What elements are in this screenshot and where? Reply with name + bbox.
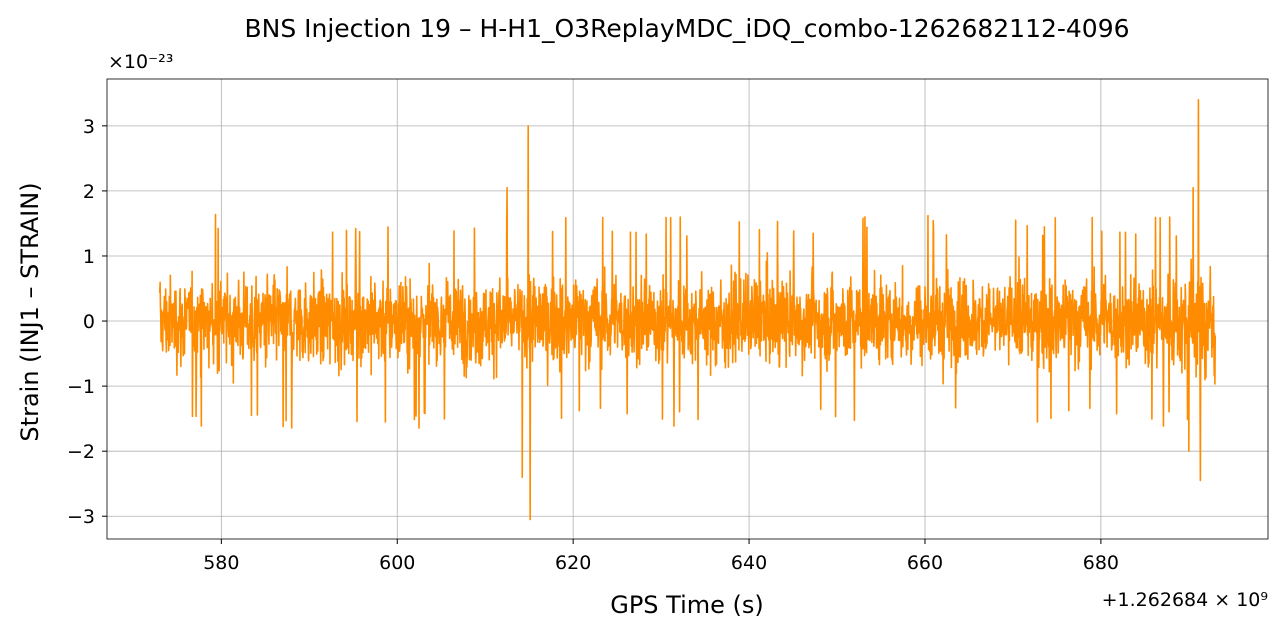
chart-title: BNS Injection 19 – H-H1_O3ReplayMDC_iDQ_… bbox=[244, 14, 1129, 43]
plot-frame bbox=[106, 78, 1269, 540]
y-tick-label: −1 bbox=[67, 376, 95, 398]
y-tick-label: −2 bbox=[67, 441, 95, 463]
strain-trace-line bbox=[158, 99, 1217, 521]
y-axis-ticks: −3 −2 −1 0 1 2 3 bbox=[67, 116, 107, 528]
y-tick-label: 1 bbox=[83, 246, 95, 268]
x-tick-label: 580 bbox=[203, 552, 239, 574]
x-tick-label: 680 bbox=[1083, 552, 1119, 574]
x-axis-ticks: 580 600 620 640 660 680 bbox=[203, 539, 1119, 574]
y-axis-label: Strain (INJ1 – STRAIN) bbox=[16, 182, 44, 441]
y-tick-label: 3 bbox=[83, 116, 95, 138]
x-tick-label: 620 bbox=[555, 552, 591, 574]
x-tick-label: 660 bbox=[907, 552, 943, 574]
x-tick-label: 640 bbox=[731, 552, 767, 574]
x-tick-label: 600 bbox=[379, 552, 415, 574]
y-axis-multiplier: ×10⁻²³ bbox=[108, 51, 173, 73]
x-axis-label: GPS Time (s) bbox=[610, 591, 764, 619]
series-strain bbox=[158, 99, 1217, 521]
x-axis-offset-label: +1.262684 × 10⁹ bbox=[1102, 589, 1268, 611]
y-tick-label: 2 bbox=[83, 181, 95, 203]
y-tick-label: 0 bbox=[83, 311, 95, 333]
y-tick-label: −3 bbox=[67, 506, 95, 528]
